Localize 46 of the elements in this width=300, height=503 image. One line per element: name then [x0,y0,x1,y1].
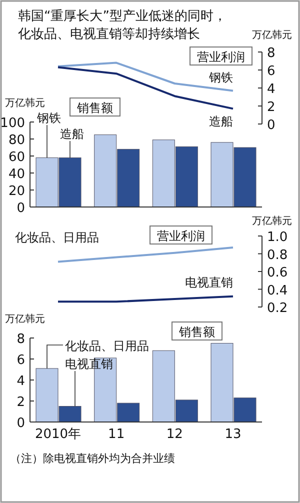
series-label: 电视直销 [185,275,233,290]
y-tick-label: 0 [16,416,25,431]
series-label: 造船 [209,114,233,129]
y-tick-label: 8 [267,46,276,61]
x-tick-label: 13 [224,427,242,442]
series-label: 化妆品、日用品 [15,230,99,245]
series-label: 造船 [60,127,84,141]
series-label: 化妆品、日用品 [65,339,149,353]
y-tick-label: 6 [267,64,276,79]
y-tick-label: 0 [267,118,276,133]
y-tick-label: 0.4 [267,283,288,298]
chart-title: 营业利润 [197,50,245,64]
y-tick-label: 4 [16,374,25,389]
y-tick-label: 0.8 [267,248,288,263]
y-axis-title: 万亿韩元 [5,313,45,325]
y-tick-label: 0.6 [267,266,288,280]
y-tick-label: 80 [8,133,25,148]
y-tick-label: 100 [0,116,25,131]
text: 化妆品、电视直销等却持续增长 [18,27,200,42]
x-tick-label: 2010年 [34,427,82,442]
y-tick-label: 0.2 [267,301,288,316]
y-axis-title: 万亿韩元 [252,215,292,227]
text: 电视直销 [65,357,113,371]
y-tick-label: 2 [267,100,276,115]
y-tick-label: 0 [16,201,25,216]
y-axis-title: 万亿韩元 [5,97,45,109]
text: 韩国“重厚长大”型产业低迷的同时， [18,9,226,24]
series-label: 钢铁 [208,70,233,85]
y-tick-label: 8 [16,332,25,347]
y-tick-label: 60 [8,150,25,165]
y-tick-label: 2 [16,395,25,410]
y-tick-label: 6 [16,353,25,368]
chart-title: 销售额 [178,325,215,339]
y-axis-title: 万亿韩元 [252,29,292,41]
line-series [57,246,234,263]
text: 钢铁 [36,111,61,125]
y-tick-label: 1.0 [267,230,288,245]
y-tick-label: 20 [8,184,25,199]
chart-title: 营业利润 [157,229,205,243]
y-tick-label: 4 [267,82,276,97]
line-series [57,62,234,92]
x-tick-label: 12 [166,427,183,442]
text: （注）除电视直销外均为合并业绩 [10,452,175,465]
y-tick-label: 40 [8,167,25,182]
chart-title: 销售额 [76,101,113,115]
x-tick-label: 11 [108,427,125,442]
